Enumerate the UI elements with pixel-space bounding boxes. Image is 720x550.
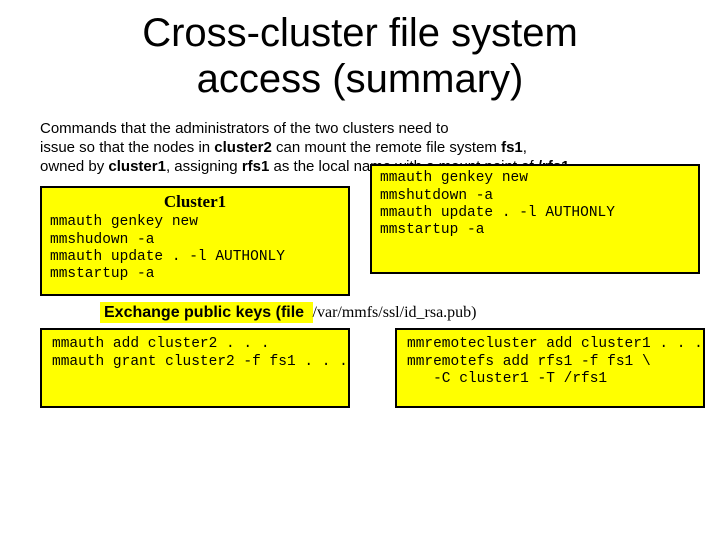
cluster2-code: mmauth genkey new mmshutdown -a mmauth u… [380,170,690,240]
title-line-1: Cross-cluster file system [142,11,578,55]
exchange-close: ) [471,304,476,321]
cluster1-code: mmauth genkey new mmshudown -a mmauth up… [50,214,340,284]
title-line-2: access (summary) [197,57,524,101]
cluster1-label: Cluster1 [50,192,340,212]
cluster2-box: mmauth genkey new mmshutdown -a mmauth u… [370,164,700,274]
bottom-box-1: mmauth add cluster2 . . . mmauth grant c… [40,328,350,408]
cluster1-box: Cluster1 mmauth genkey new mmshudown -a … [40,186,350,296]
exchange-path: /var/mmfs/ssl/id_rsa.pub [313,304,472,321]
exchange-row: Exchange public keys (file /var/mmfs/ssl… [100,304,720,322]
bottom2-code: mmremotecluster add cluster1 . . . mmrem… [407,336,693,388]
bottom1-code: mmauth add cluster2 . . . mmauth grant c… [52,336,338,371]
slide-title: Cross-cluster file system access (summar… [0,10,720,102]
exchange-label: Exchange public keys (file [100,302,313,323]
cluster2-wrap: Cluster2 mmauth genkey new mmshutdown -a… [370,186,700,274]
bottom-row: mmauth add cluster2 . . . mmauth grant c… [40,328,720,408]
cluster-row: Cluster1 mmauth genkey new mmshudown -a … [40,186,720,296]
bottom-box-2: mmremotecluster add cluster1 . . . mmrem… [395,328,705,408]
